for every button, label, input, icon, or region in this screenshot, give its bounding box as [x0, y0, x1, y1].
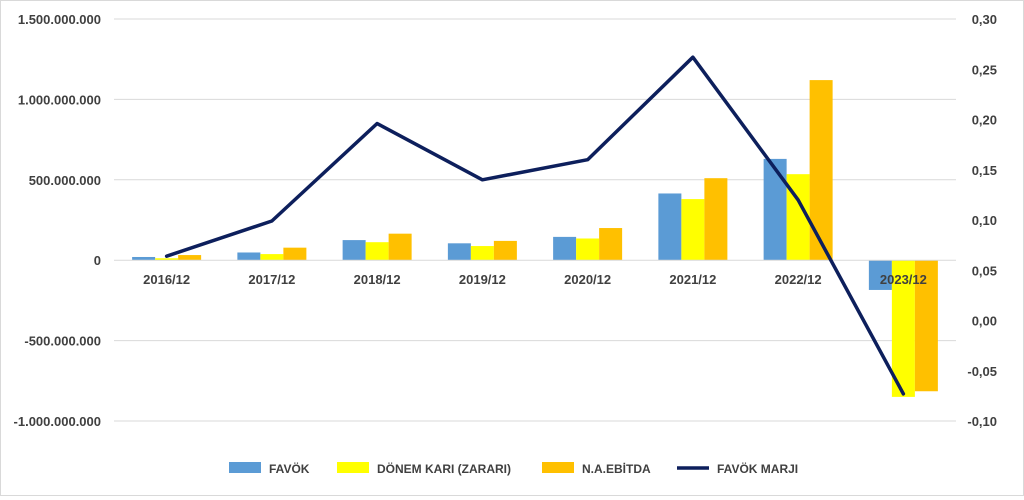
axes: 1.500.000.000 1.000.000.000 500.000.000 0 -5… [14, 12, 997, 429]
x-tick-label: 2019/12 [459, 272, 506, 287]
y-right-tick-label: 0,10 [972, 213, 997, 228]
y-right-tick-label: 0,20 [972, 113, 997, 128]
legend-swatch [337, 462, 369, 473]
y-left-tick-label: 0 [94, 253, 101, 268]
y-left-tick-label: 500.000.000 [29, 173, 101, 188]
bar [809, 80, 833, 261]
y-right-tick-label: 0,00 [972, 314, 997, 329]
bar [681, 199, 705, 261]
bar [891, 260, 915, 397]
y-right-tick-label: 0,05 [972, 263, 997, 278]
x-tick-label: 2021/12 [669, 272, 716, 287]
y-left-tick-label: -500.000.000 [24, 334, 101, 349]
legend-label: N.A.EBİTDA [582, 461, 651, 476]
bar [388, 233, 412, 261]
x-tick-label: 2022/12 [775, 272, 822, 287]
x-tick-label: 2020/12 [564, 272, 611, 287]
bar [237, 252, 261, 261]
x-tick-label: 2023/12 [880, 272, 927, 287]
y-left-tick-label: 1.000.000.000 [18, 92, 101, 107]
legend-label: FAVÖK MARJI [717, 461, 798, 476]
legend-label: FAVÖK [269, 461, 310, 476]
y-left-tick-label: -1.000.000.000 [14, 414, 101, 429]
bar [283, 247, 307, 261]
bar [447, 243, 471, 261]
bar [132, 256, 156, 261]
bar [704, 178, 728, 261]
x-tick-label: 2018/12 [354, 272, 401, 287]
bar [553, 236, 577, 261]
y-right-tick-label: 0,25 [972, 62, 997, 77]
bar [763, 158, 787, 261]
bar [658, 193, 682, 261]
bar [599, 228, 623, 261]
bar [470, 246, 494, 261]
bar [178, 255, 202, 261]
y-right-tick-label: 0,15 [972, 163, 997, 178]
bar [914, 260, 938, 392]
bar [260, 254, 284, 261]
y-right-tick-label: -0,10 [967, 414, 997, 429]
legend: FAVÖK DÖNEM KARI (ZARARI) N.A.EBİTDA FAVÖK … [229, 461, 798, 476]
bar [576, 238, 600, 261]
bar [786, 174, 810, 261]
x-tick-label: 2016/12 [143, 272, 190, 287]
bar [342, 240, 366, 261]
y-right-tick-label: -0,05 [967, 364, 997, 379]
bar [493, 240, 517, 261]
margin-line [164, 55, 906, 396]
y-right-tick-label: 0,30 [972, 12, 997, 27]
bar [365, 242, 389, 261]
y-left-tick-label: 1.500.000.000 [18, 12, 101, 27]
bars [132, 80, 938, 397]
legend-label: DÖNEM KARI (ZARARI) [377, 461, 511, 476]
bar [155, 258, 179, 261]
legend-swatch [229, 462, 261, 473]
legend-swatch [542, 462, 574, 473]
series-line-favok-marji [164, 55, 906, 396]
x-tick-label: 2017/12 [248, 272, 295, 287]
bar [868, 260, 892, 290]
